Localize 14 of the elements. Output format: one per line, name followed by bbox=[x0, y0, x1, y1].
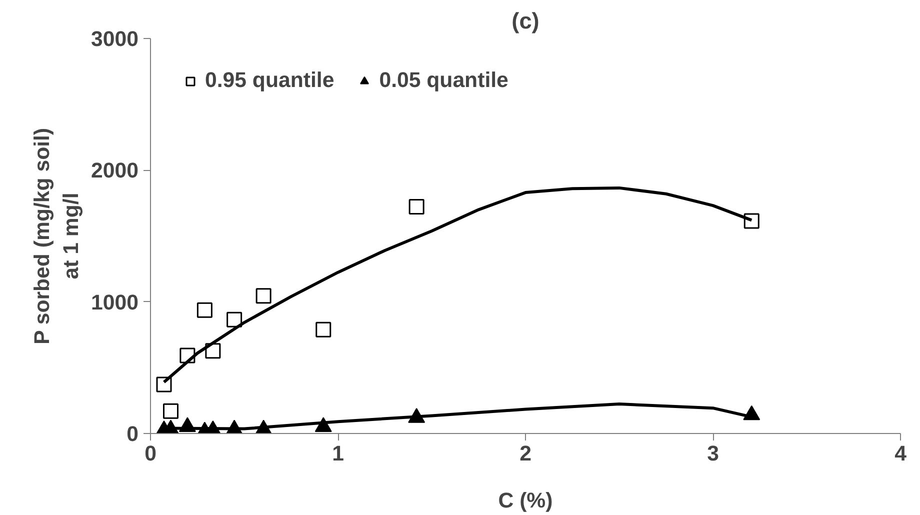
x-tick-label: 4 bbox=[894, 442, 907, 466]
y-tick-label: 0 bbox=[126, 422, 139, 446]
x-tick-label: 2 bbox=[520, 442, 532, 466]
y-tick-label: 2000 bbox=[91, 158, 139, 183]
y-axis-title: P sorbed (mg/kg soil) at 1 mg/l bbox=[30, 128, 84, 344]
x-tick-label: 3 bbox=[707, 442, 720, 466]
chart-title: (c) bbox=[512, 8, 540, 34]
legend-label: 0.95 quantile bbox=[205, 68, 334, 93]
legend-label: 0.05 quantile bbox=[379, 68, 508, 93]
x-tick-label: 0 bbox=[144, 442, 156, 466]
x-axis-title: C (%) bbox=[498, 488, 553, 512]
y-tick-label: 3000 bbox=[91, 27, 139, 51]
x-tick-label: 1 bbox=[332, 442, 344, 466]
y-tick-label: 1000 bbox=[91, 290, 139, 314]
